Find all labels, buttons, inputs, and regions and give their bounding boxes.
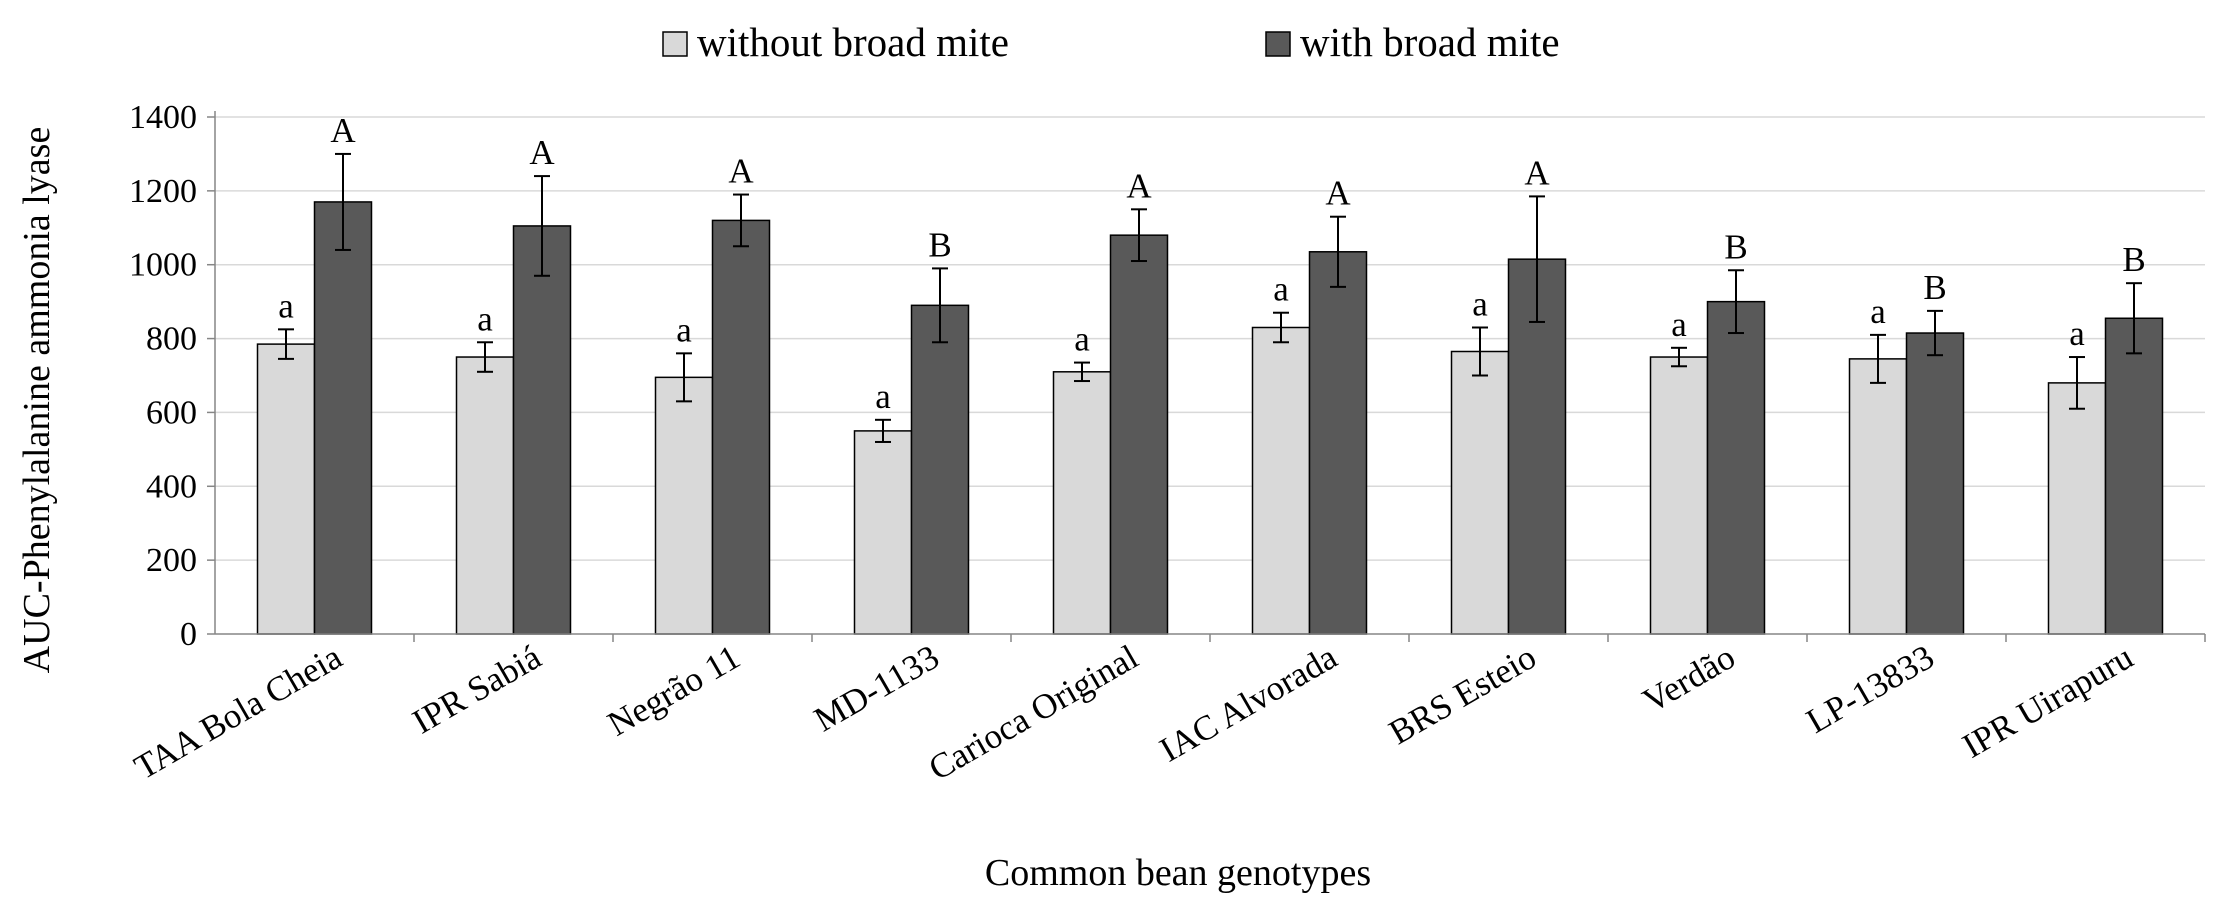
y-tick-label: 1000 (129, 247, 197, 284)
x-axis-title: Common bean genotypes (985, 852, 1371, 894)
y-tick-label: 200 (146, 542, 197, 579)
data-label: A (529, 133, 555, 172)
data-label: a (1472, 284, 1488, 323)
data-label: A (1126, 166, 1152, 205)
data-label: a (1074, 320, 1090, 359)
bar (455, 356, 515, 635)
x-tick-label: IAC Alvorada (1153, 637, 1344, 770)
bar (1706, 300, 1766, 635)
bar (313, 201, 373, 635)
legend-swatch-without-broad-mite (662, 31, 688, 57)
x-tick-label: MD-1133 (808, 637, 946, 739)
bar (2104, 317, 2164, 635)
x-tick-label: BRS Esteio (1382, 637, 1542, 752)
bar (654, 376, 714, 635)
bar (1251, 326, 1311, 635)
legend-label-with-broad-mite: with broad mite (1300, 19, 1560, 65)
bar (2047, 382, 2107, 635)
x-tick-label: TAA Bola Cheia (128, 637, 349, 787)
bars (256, 152, 2164, 635)
data-label: A (1524, 153, 1550, 192)
bar (853, 430, 913, 635)
bar (1052, 371, 1112, 635)
legend-swatch-with-broad-mite (1265, 31, 1291, 57)
bar (1450, 350, 1510, 635)
data-label: A (330, 111, 356, 150)
x-tick-label: Verdão (1636, 637, 1741, 720)
data-label: a (278, 286, 294, 325)
data-label: B (2122, 240, 2145, 279)
data-label: A (728, 152, 754, 191)
axes (207, 111, 2206, 642)
y-axis-title: AUC-Phenylalanine ammonia lyase (16, 127, 58, 674)
bar (1308, 251, 1368, 635)
y-tick-label: 400 (146, 468, 197, 505)
y-tick-label: 0 (180, 616, 197, 653)
data-label: B (1923, 268, 1946, 307)
data-label: a (1870, 292, 1886, 331)
data-label: a (676, 310, 692, 349)
data-label: B (1724, 227, 1747, 266)
data-label: a (477, 299, 493, 338)
bar (1109, 234, 1169, 635)
x-tick-label: Negrão 11 (601, 637, 746, 744)
x-tick-label: LP-13833 (1800, 637, 1941, 741)
bar (1649, 356, 1709, 635)
bar (256, 343, 316, 635)
data-label: a (2069, 314, 2085, 353)
bar (1848, 358, 1908, 635)
y-tick-label: 1200 (129, 173, 197, 210)
bar (512, 225, 572, 635)
bar (1905, 332, 1965, 635)
y-tick-label: 800 (146, 321, 197, 358)
data-label: a (1273, 270, 1289, 309)
legend: without broad mite with broad mite (662, 19, 1560, 65)
data-label: B (928, 225, 951, 264)
data-label: A (1325, 174, 1351, 213)
legend-label-without-broad-mite: without broad mite (697, 19, 1009, 65)
bar (910, 304, 970, 635)
data-label: a (1671, 305, 1687, 344)
y-tick-label: 600 (146, 394, 197, 431)
y-tick-label: 1400 (129, 99, 197, 136)
bar (711, 219, 771, 635)
x-tick-label: IPR Uirapuru (1956, 637, 2140, 766)
x-tick-label: Carioca Original (922, 637, 1145, 788)
data-label: a (875, 377, 891, 416)
x-tick-label: IPR Sabiá (406, 637, 548, 741)
